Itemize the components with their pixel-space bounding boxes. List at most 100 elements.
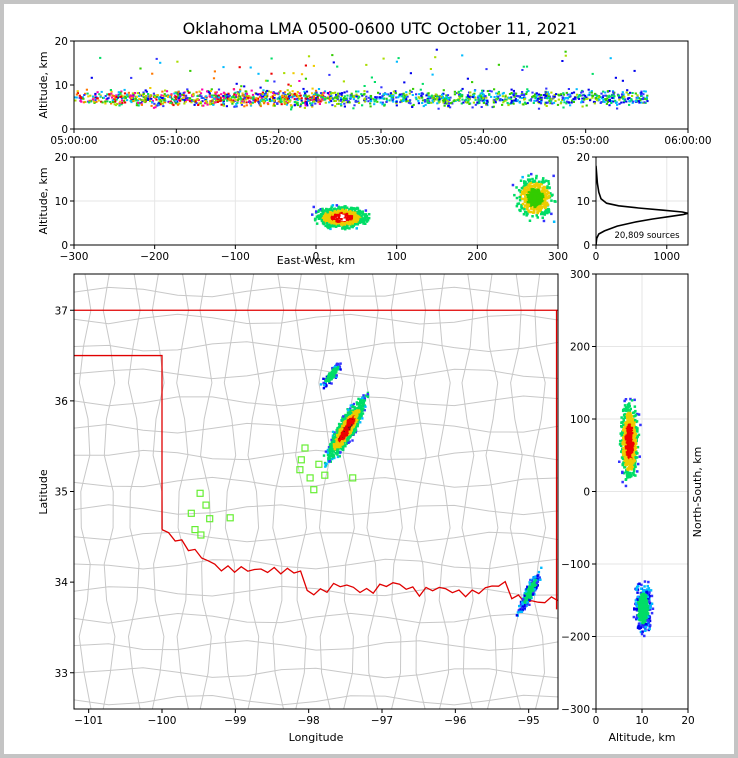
source-point [561,99,564,101]
source-point [334,443,338,446]
source-point [298,92,301,95]
source-point [486,99,489,102]
source-point [580,91,583,94]
source-point [246,95,250,97]
source-point [280,103,283,106]
source-point [532,188,535,191]
source-point [340,93,343,96]
source-point [369,102,372,105]
source-point [484,99,487,102]
source-point [533,198,537,201]
source-point [541,178,545,182]
source-point [81,96,84,99]
source-point [130,76,133,79]
source-point [317,101,320,104]
source-point [192,92,195,95]
source-point [444,98,447,101]
source-point [232,99,235,102]
source-point [351,208,354,211]
source-point [346,429,349,432]
source-point [559,102,562,105]
source-point [135,99,138,102]
source-point [338,207,342,210]
source-point [312,64,315,67]
source-point [504,99,507,102]
county-line [74,612,558,624]
source-point [522,185,525,189]
source-point [360,93,363,96]
source-point [352,207,355,210]
source-point [272,98,275,101]
source-point [321,96,324,99]
source-point [480,96,484,99]
source-point [335,218,339,221]
source-point [345,414,348,418]
source-point [339,208,342,212]
source-point [445,97,448,100]
source-point [478,102,481,104]
source-point [434,56,437,59]
source-point [337,434,340,437]
source-point [289,96,292,99]
source-point [74,96,77,99]
source-point [612,100,615,103]
source-point [503,99,506,102]
source-point [250,89,253,92]
source-point [196,95,199,98]
source-point [443,98,446,101]
source-point [327,208,330,211]
source-point [322,377,325,380]
source-point [139,93,142,96]
source-point [145,90,148,93]
source-point [378,92,381,95]
source-point [422,105,425,108]
source-point [328,217,331,221]
source-point [358,213,362,216]
source-point [513,95,516,98]
source-point [361,409,364,413]
source-point [111,101,115,104]
source-point [312,100,315,103]
source-point [598,98,601,101]
source-point [366,216,369,220]
source-point [421,99,424,102]
source-point [359,399,362,402]
source-point [163,97,166,100]
source-point [224,94,227,97]
source-point [351,405,354,409]
source-point [286,89,289,92]
source-point [264,92,267,95]
source-point [544,194,547,198]
source-point [320,209,323,212]
source-point [244,92,247,95]
source-point [362,407,365,411]
source-point [523,181,526,184]
source-point [367,96,370,99]
source-point [309,96,312,99]
source-point [149,94,152,97]
source-point [437,99,440,102]
source-point [626,89,629,92]
source-point [611,97,614,99]
source-point [260,95,263,98]
source-point [251,97,254,100]
source-point [353,104,356,107]
source-point [381,97,384,100]
source-point [224,97,227,100]
source-point [466,77,469,80]
source-point [600,97,604,100]
source-point [192,99,195,102]
source-point [362,93,365,96]
source-point [321,217,324,220]
source-point [553,94,556,96]
lma-figure: 05:00:00 05:10:00 05:20:00 05:30:00 05:40:00… [37,19,712,744]
source-point [358,415,361,419]
source-point [130,96,133,99]
source-point [523,204,527,207]
source-point [426,97,429,100]
source-point [334,367,337,370]
source-point [385,93,388,96]
source-point [134,97,137,100]
source-point [436,102,439,105]
source-point [409,72,412,75]
